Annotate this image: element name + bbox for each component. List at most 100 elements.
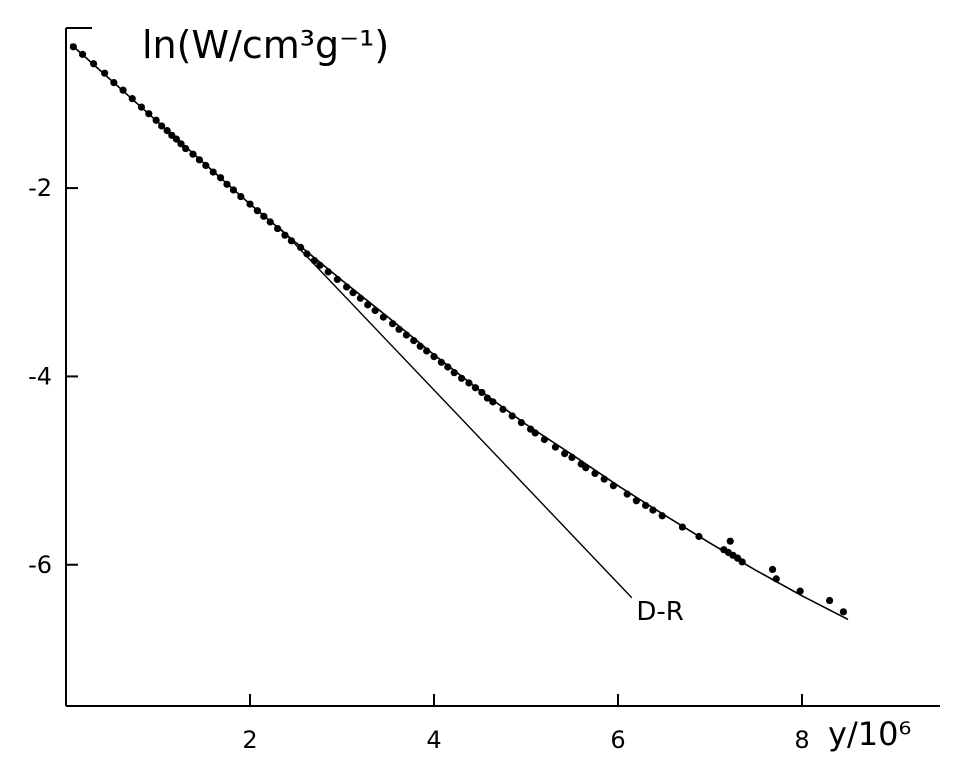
data-point bbox=[189, 150, 197, 158]
data-point bbox=[561, 450, 569, 458]
data-point bbox=[695, 532, 703, 541]
data-point bbox=[364, 301, 372, 309]
data-point bbox=[410, 337, 418, 345]
data-point bbox=[274, 224, 282, 233]
y-tick-label: -2 bbox=[28, 174, 52, 202]
data-point bbox=[395, 325, 403, 333]
data-point bbox=[172, 135, 180, 143]
data-point bbox=[128, 95, 136, 103]
data-point bbox=[349, 289, 357, 297]
data-point bbox=[591, 469, 599, 478]
x-tick-label: 8 bbox=[794, 726, 809, 754]
data-point bbox=[540, 435, 549, 444]
fit-curve bbox=[70, 43, 849, 621]
data-point bbox=[182, 144, 190, 153]
y-axis-title: ln(W/cm³g⁻¹) bbox=[142, 23, 389, 67]
data-point bbox=[253, 207, 261, 215]
data-point bbox=[796, 587, 804, 595]
data-point bbox=[137, 103, 146, 111]
data-point bbox=[465, 379, 473, 387]
x-ticks: 2 4 6 8 bbox=[242, 694, 810, 754]
data-point bbox=[260, 212, 268, 220]
data-point bbox=[303, 250, 311, 258]
data-point bbox=[229, 186, 238, 194]
data-point bbox=[202, 161, 210, 170]
data-point bbox=[450, 369, 458, 377]
data-point bbox=[237, 192, 245, 201]
data-point bbox=[632, 497, 641, 505]
data-point bbox=[444, 363, 452, 371]
x-tick-label: 6 bbox=[610, 726, 625, 754]
data-point bbox=[356, 294, 364, 302]
x-axis-title: y/10⁶ bbox=[828, 715, 911, 753]
data-point bbox=[297, 243, 305, 252]
axes bbox=[65, 27, 940, 707]
data-point bbox=[826, 596, 834, 605]
fit-curve-group bbox=[70, 43, 849, 621]
annotations: D-R bbox=[636, 597, 683, 627]
data-point bbox=[281, 231, 289, 239]
data-point bbox=[531, 429, 539, 437]
data-point bbox=[642, 501, 650, 510]
data-point bbox=[343, 283, 351, 291]
data-point bbox=[110, 79, 118, 87]
data-point bbox=[333, 275, 341, 284]
data-point bbox=[437, 358, 445, 366]
data-point bbox=[489, 398, 497, 406]
data-point bbox=[163, 127, 171, 135]
data-point bbox=[458, 374, 466, 382]
data-point bbox=[310, 256, 318, 265]
data-point bbox=[216, 174, 225, 182]
dr-line bbox=[277, 225, 633, 599]
data-point bbox=[389, 320, 397, 328]
data-point bbox=[423, 347, 431, 355]
data-point bbox=[209, 168, 217, 176]
data-point bbox=[508, 412, 516, 420]
data-points bbox=[69, 43, 848, 616]
data-point bbox=[266, 218, 274, 226]
data-point bbox=[158, 122, 166, 130]
data-point bbox=[416, 342, 424, 350]
data-point bbox=[316, 261, 324, 269]
data-point bbox=[430, 353, 438, 361]
data-point bbox=[678, 523, 687, 531]
data-point bbox=[499, 405, 507, 413]
data-point bbox=[379, 313, 387, 321]
data-point bbox=[287, 237, 295, 245]
data-point bbox=[324, 268, 332, 276]
data-point bbox=[568, 453, 576, 461]
data-point bbox=[478, 388, 486, 397]
data-point bbox=[658, 512, 666, 520]
data-point bbox=[69, 43, 77, 51]
data-point bbox=[600, 475, 608, 483]
data-point bbox=[649, 506, 657, 514]
dr-annotation-label: D-R bbox=[636, 597, 683, 627]
data-point bbox=[246, 200, 254, 208]
data-point bbox=[772, 575, 780, 583]
data-point bbox=[195, 156, 203, 164]
data-point bbox=[483, 394, 491, 402]
data-point bbox=[517, 418, 526, 427]
data-point bbox=[623, 490, 631, 498]
data-point bbox=[738, 558, 746, 566]
data-point bbox=[582, 464, 590, 472]
y-ticks: -2 -4 -6 bbox=[28, 174, 78, 579]
data-point bbox=[726, 537, 734, 545]
data-point bbox=[152, 116, 160, 124]
data-point bbox=[371, 306, 379, 315]
dr-line-group bbox=[277, 225, 633, 599]
data-point bbox=[90, 60, 98, 68]
data-point bbox=[402, 331, 410, 339]
data-point bbox=[145, 110, 153, 118]
data-point bbox=[101, 69, 109, 77]
data-point bbox=[609, 482, 618, 490]
data-point bbox=[551, 443, 560, 451]
y-tick-label: -4 bbox=[28, 362, 52, 390]
data-point bbox=[119, 86, 127, 94]
data-point bbox=[78, 50, 87, 58]
data-point bbox=[177, 140, 185, 148]
data-point bbox=[839, 608, 848, 616]
data-point bbox=[471, 384, 479, 392]
x-tick-label: 4 bbox=[426, 726, 441, 754]
